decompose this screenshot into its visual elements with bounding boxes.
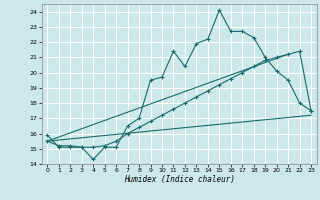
- X-axis label: Humidex (Indice chaleur): Humidex (Indice chaleur): [124, 175, 235, 184]
